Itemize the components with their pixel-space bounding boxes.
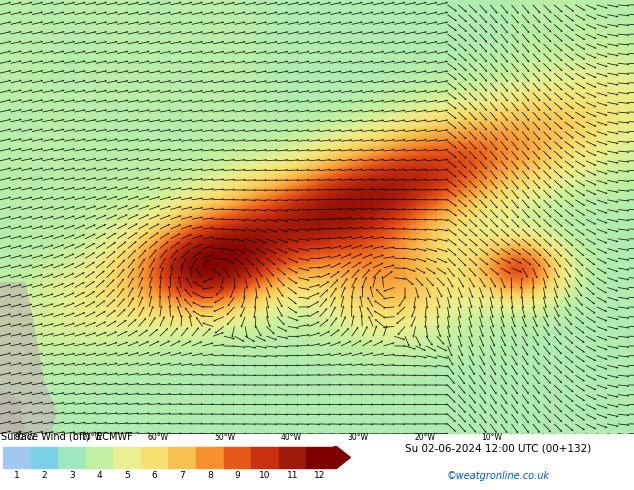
Text: 70°W: 70°W xyxy=(81,433,103,442)
Text: 60°W: 60°W xyxy=(148,433,169,442)
Text: Surface Wind (bft)  ECMWF: Surface Wind (bft) ECMWF xyxy=(1,432,133,441)
Bar xyxy=(3,447,30,468)
Bar xyxy=(30,447,58,468)
Bar xyxy=(224,447,251,468)
Bar xyxy=(306,447,334,468)
Bar xyxy=(279,447,306,468)
Text: 5: 5 xyxy=(124,471,130,480)
Text: 80°W: 80°W xyxy=(15,433,36,442)
Text: Su 02-06-2024 12:00 UTC (00+132): Su 02-06-2024 12:00 UTC (00+132) xyxy=(404,443,591,453)
Text: 2: 2 xyxy=(42,471,48,480)
Text: 3: 3 xyxy=(69,471,75,480)
Text: 10: 10 xyxy=(259,471,271,480)
Text: 50°W: 50°W xyxy=(214,433,236,442)
Polygon shape xyxy=(0,390,25,434)
Text: ©weatgronline.co.uk: ©weatgronline.co.uk xyxy=(446,471,549,481)
Text: 7: 7 xyxy=(179,471,185,480)
Text: 40°W: 40°W xyxy=(281,433,302,442)
Text: 6: 6 xyxy=(152,471,158,480)
FancyArrow shape xyxy=(334,447,351,468)
Bar xyxy=(251,447,279,468)
Bar xyxy=(113,447,141,468)
Text: 12: 12 xyxy=(314,471,326,480)
Text: 8: 8 xyxy=(207,471,212,480)
Text: 30°W: 30°W xyxy=(347,433,369,442)
Text: 10°W: 10°W xyxy=(481,433,502,442)
Text: 9: 9 xyxy=(235,471,240,480)
Text: 4: 4 xyxy=(97,471,103,480)
Bar xyxy=(58,447,86,468)
Polygon shape xyxy=(0,282,57,434)
Bar xyxy=(169,447,196,468)
Bar xyxy=(86,447,113,468)
Text: 1: 1 xyxy=(14,471,20,480)
Text: 20°W: 20°W xyxy=(414,433,436,442)
Bar xyxy=(141,447,169,468)
Text: 11: 11 xyxy=(287,471,298,480)
Bar xyxy=(196,447,224,468)
